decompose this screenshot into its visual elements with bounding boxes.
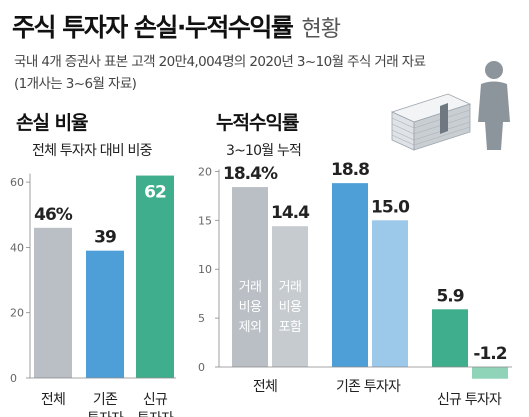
title-main: 주식 투자자 손실·누적수익률: [12, 13, 294, 42]
return-data-label: 18.8: [331, 160, 369, 180]
loss-data-label: 39: [94, 228, 116, 248]
return-bar: [332, 183, 368, 367]
return-category-label: 전체: [253, 379, 277, 395]
loss-chart-title: 손실 비율: [16, 112, 89, 134]
source-note-detail: (1개사는 3~6월 자료): [14, 76, 137, 92]
return-y-tick-label: 0: [198, 361, 205, 374]
return-data-label: 14.4: [271, 203, 310, 223]
loss-bar: [136, 175, 174, 378]
loss-category-label: 전체: [41, 392, 65, 408]
return-chart-title: 누적수익률: [216, 112, 299, 134]
return-bar: [372, 220, 408, 367]
loss-y-tick-label: 40: [10, 241, 24, 254]
return-category-label: 신규 투자자: [437, 392, 502, 408]
loss-bar: [86, 250, 124, 378]
series-name-label: 제외: [239, 320, 262, 335]
money-stack-and-person-icon: [390, 61, 510, 151]
series-name-label: 비용: [279, 300, 302, 315]
source-note: 국내 4개 증권사 표본 고객 20만4,004명의 2020년 3~10월 주…: [14, 54, 426, 70]
return-data-label: -1.2: [473, 344, 506, 364]
return-y-tick-label: 15: [198, 214, 212, 227]
return-bar: [472, 367, 508, 379]
loss-data-label: 62: [144, 183, 166, 203]
return-bar: [272, 226, 308, 367]
return-bar: [432, 309, 468, 367]
page-title: 주식 투자자 손실·누적수익률 현황: [12, 8, 341, 44]
loss-category-label: 투자자: [87, 411, 124, 417]
series-name-label: 비용: [239, 300, 262, 315]
return-y-tick-label: 20: [198, 165, 212, 178]
return-chart-subtitle: 3~10월 누적: [226, 143, 302, 159]
loss-category-label: 투자자: [137, 411, 174, 417]
return-y-tick-label: 10: [198, 263, 212, 276]
series-name-label: 포함: [279, 320, 302, 335]
title-suffix: 현황: [301, 17, 341, 42]
return-data-label: 15.0: [371, 197, 410, 217]
series-name-label: 거래: [279, 280, 302, 295]
return-data-label: 18.4%: [223, 164, 278, 184]
loss-bar: [34, 227, 72, 378]
loss-y-tick-label: 60: [10, 176, 24, 189]
loss-category-label: 기존: [93, 392, 118, 408]
loss-chart-subtitle: 전체 투자자 대비 비중: [32, 143, 152, 159]
series-name-label: 거래: [239, 280, 262, 295]
return-y-tick-label: 5: [198, 312, 205, 325]
loss-category-label: 신규: [143, 392, 168, 408]
return-category-label: 기존 투자자: [336, 379, 401, 395]
return-data-label: 5.9: [436, 286, 463, 306]
return-bar: [232, 187, 268, 367]
loss-data-label: 46%: [34, 205, 73, 225]
loss-y-tick-label: 20: [10, 307, 24, 320]
loss-y-tick-label: 0: [10, 372, 17, 385]
